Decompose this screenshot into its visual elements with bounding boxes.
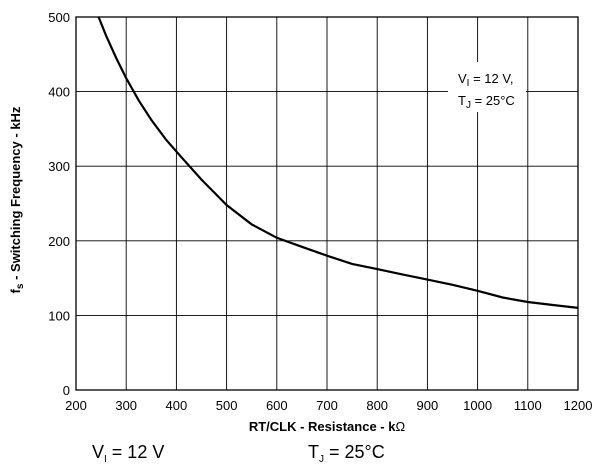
- y-axis-title: fs - Switching Frequency - kHz: [8, 106, 26, 293]
- x-tick-label: 1200: [564, 398, 593, 413]
- x-tick-label: 1000: [463, 398, 492, 413]
- annotation-line-2: TJ = 25°C: [458, 93, 515, 111]
- x-tick-label: 400: [166, 398, 188, 413]
- x-tick-label: 700: [316, 398, 338, 413]
- caption-voltage: VI = 12 V: [92, 442, 164, 465]
- y-tick-label: 500: [48, 10, 70, 25]
- x-tick-label: 200: [65, 398, 87, 413]
- x-tick-label: 300: [115, 398, 137, 413]
- x-tick-label: 900: [417, 398, 439, 413]
- y-tick-labels: 0 100 200 300 400 500: [48, 10, 70, 398]
- x-tick-label: 1100: [514, 398, 542, 413]
- y-tick-label: 300: [48, 159, 70, 174]
- annotation-line-1: VI = 12 V,: [458, 71, 513, 89]
- x-tick-label: 800: [366, 398, 388, 413]
- caption-temperature: TJ = 25°C: [308, 442, 385, 465]
- x-tick-label: 500: [216, 398, 238, 413]
- x-axis-title: RT/CLK - Resistance - kΩ: [249, 419, 406, 434]
- frequency-curve: [97, 16, 579, 309]
- plot-frame: [75, 16, 579, 391]
- x-tick-labels: 200 300 400 500 600 700 800 900 1000 1100 1200: [65, 398, 592, 413]
- x-tick-label: 600: [266, 398, 288, 413]
- y-tick-label: 200: [48, 234, 70, 249]
- annotation-box: [448, 62, 526, 112]
- y-tick-label: 400: [48, 85, 70, 100]
- y-tick-label: 0: [63, 383, 70, 398]
- y-tick-label: 100: [48, 308, 70, 323]
